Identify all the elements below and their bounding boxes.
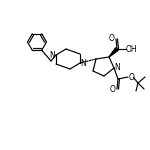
Text: O: O (129, 72, 134, 81)
Polygon shape (109, 48, 118, 57)
Text: N: N (50, 51, 55, 60)
Text: O: O (110, 84, 116, 93)
Text: N: N (114, 63, 120, 72)
Text: N: N (81, 58, 86, 68)
Text: OH: OH (125, 45, 137, 54)
Text: O: O (109, 34, 114, 43)
